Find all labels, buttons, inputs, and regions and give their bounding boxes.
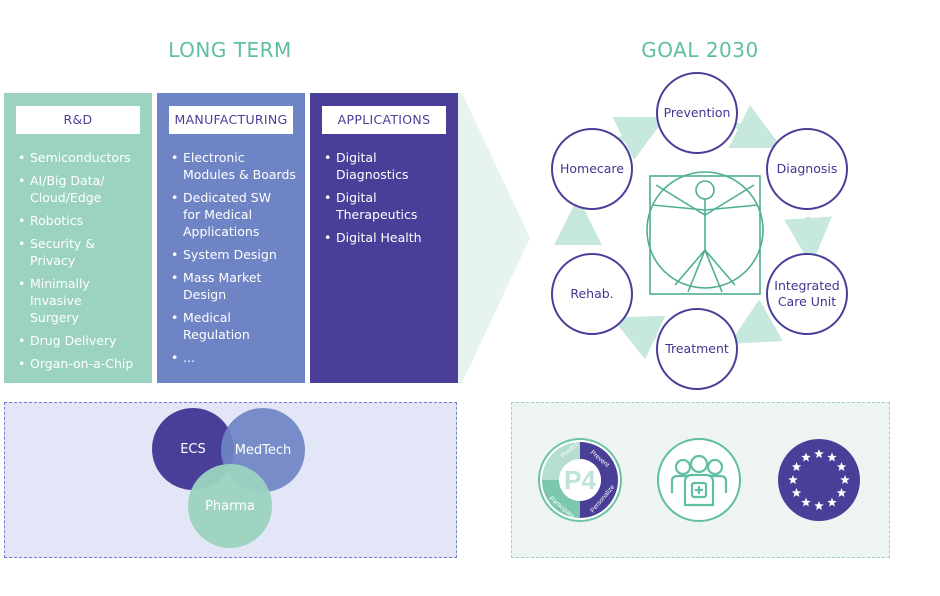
arrow-diagnosis-integrated: [784, 216, 833, 266]
list-item: Dedicated SW for Medical Applications: [171, 189, 297, 240]
node-diagnosis: Diagnosis: [766, 128, 848, 210]
column-applications: APPLICATIONS Digital Diagnostics Digital…: [310, 93, 458, 383]
list-item: Organ-on-a-Chip: [18, 355, 144, 372]
list-item: Digital Health: [324, 229, 450, 246]
node-prevention: Prevention: [656, 72, 738, 154]
list-item: AI/Big Data/ Cloud/Edge: [18, 172, 144, 206]
list-item: Digital Therapeutics: [324, 189, 450, 223]
eu-star-icon: [801, 497, 811, 507]
node-treatment: Treatment: [656, 308, 738, 390]
column-manufacturing-list: Electronic Modules & Boards Dedicated SW…: [171, 149, 297, 372]
p4-logo: P4 Predict Prevent Participate Personali…: [538, 438, 622, 522]
eu-star-icon: [801, 452, 811, 462]
eu-star-icon: [791, 488, 802, 498]
vitruvian-figure-icon: [646, 171, 764, 295]
eu-star-icon: [836, 462, 847, 472]
eu-star-icon: [827, 452, 837, 462]
arrow-prevention-diagnosis: [728, 105, 783, 149]
list-item: Digital Diagnostics: [324, 149, 450, 183]
column-manufacturing: MANUFACTURING Electronic Modules & Board…: [157, 93, 305, 383]
column-applications-list: Digital Diagnostics Digital Therapeutics…: [324, 149, 450, 252]
list-item: ...: [171, 349, 297, 366]
arrow-treatment-rehab: [611, 315, 666, 360]
eu-star-icon: [814, 449, 824, 459]
eu-star-icon: [814, 501, 824, 511]
list-item: Robotics: [18, 212, 144, 229]
list-item: Minimally Invasive Surgery: [18, 275, 144, 326]
eu-star-icon: [836, 488, 847, 498]
eu-star-icon: [791, 462, 802, 472]
arrow-integrated-treatment: [729, 299, 783, 344]
eu-star-icon: [827, 497, 837, 507]
eu-flag-icon: [778, 439, 860, 521]
list-item: ...: [18, 378, 144, 395]
list-item: Mass Market Design: [171, 269, 297, 303]
left-heading: LONG TERM: [168, 38, 292, 62]
eu-star-icon: [840, 475, 850, 485]
list-item: Medical Regulation: [171, 309, 297, 343]
p4-center-text: P4: [564, 465, 596, 495]
column-manufacturing-title: MANUFACTURING: [169, 106, 293, 134]
cycle-diagram: [554, 105, 833, 360]
list-item: System Design: [171, 246, 297, 263]
list-item: Security & Privacy: [18, 235, 144, 269]
column-rd-title: R&D: [16, 106, 140, 134]
list-item: Drug Delivery: [18, 332, 144, 349]
list-item: Semiconductors: [18, 149, 144, 166]
node-homecare: Homecare: [551, 128, 633, 210]
node-integrated-care-unit: Integrated Care Unit: [766, 253, 848, 335]
column-applications-title: APPLICATIONS: [322, 106, 446, 134]
venn-medtech: MedTech: [221, 408, 305, 492]
column-rd-list: Semiconductors AI/Big Data/ Cloud/Edge R…: [18, 149, 144, 401]
right-heading: GOAL 2030: [641, 38, 759, 62]
care-team-icon: [657, 438, 741, 522]
column-rd: R&D Semiconductors AI/Big Data/ Cloud/Ed…: [4, 93, 152, 395]
venn-pharma: Pharma: [188, 464, 272, 548]
node-rehab: Rehab.: [551, 253, 633, 335]
list-item: Electronic Modules & Boards: [171, 149, 297, 183]
long-term-arrow: [440, 93, 530, 383]
eu-star-icon: [788, 475, 798, 485]
